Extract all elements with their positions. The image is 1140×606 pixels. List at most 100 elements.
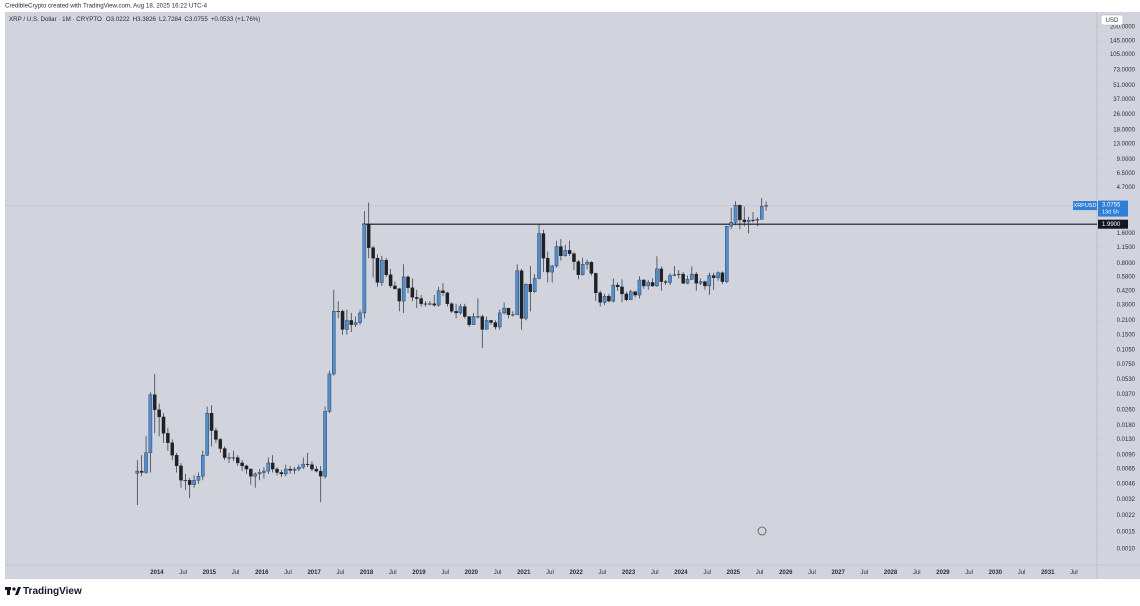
candle-body	[698, 281, 703, 284]
x-tick-label: Jul	[284, 570, 292, 576]
candle-body	[497, 312, 502, 328]
candle-body	[546, 257, 550, 273]
candle-body	[458, 306, 463, 314]
candle-body	[550, 265, 554, 273]
candle-body	[257, 472, 262, 475]
candle-body	[711, 275, 716, 278]
candle-body	[511, 314, 515, 316]
candle-body	[506, 307, 511, 315]
candle-body	[519, 270, 524, 319]
countdown: 13d 5h	[1102, 210, 1119, 216]
candle-body	[751, 219, 755, 221]
candle-body	[733, 205, 738, 223]
candle-body	[244, 465, 249, 470]
candle-body	[406, 276, 410, 288]
y-tick-label: 0.1050	[1117, 348, 1136, 354]
candle-body	[266, 462, 271, 472]
y-tick-label: 0.0065	[1117, 467, 1136, 473]
candle-body	[738, 205, 742, 221]
ohlc-value: 3.0222	[111, 16, 130, 23]
ohlc-prefix: C	[184, 16, 189, 23]
reset-icon[interactable]	[757, 526, 767, 536]
candle-body	[746, 219, 751, 223]
candle-body	[502, 307, 506, 314]
candle-body	[336, 311, 340, 313]
plot-area	[5, 198, 1097, 506]
candle-body	[262, 470, 266, 473]
candle-body	[305, 463, 310, 465]
candle-body	[231, 457, 236, 459]
x-tick-label: Jul	[703, 570, 711, 576]
candle-body	[642, 279, 646, 287]
candle-body	[275, 468, 279, 473]
x-tick-label: 2025	[727, 570, 741, 576]
x-tick-label: Jul	[861, 570, 869, 576]
ohlc-value: 2.7284	[162, 16, 181, 23]
logo-dot	[12, 587, 16, 591]
reset-icon-circle[interactable]	[757, 526, 767, 536]
candle-body	[362, 223, 367, 314]
candle-body	[432, 303, 436, 306]
candle-body	[332, 311, 336, 375]
candle-body	[179, 465, 183, 481]
candle-body	[755, 219, 760, 221]
candle-body	[471, 316, 476, 325]
candle-body	[559, 246, 563, 257]
x-tick-label: 2031	[1041, 570, 1055, 576]
candle-body	[196, 476, 201, 481]
candle-body	[567, 250, 572, 254]
x-tick-label: Jul	[965, 570, 973, 576]
candle-body	[349, 320, 354, 325]
candle-body	[314, 468, 319, 472]
x-tick-label: Jul	[546, 570, 554, 576]
y-tick-label: 26.0000	[1113, 112, 1135, 118]
candle-body	[493, 322, 498, 328]
candle-body	[476, 316, 480, 318]
candle-body	[166, 433, 170, 444]
candle-body	[524, 283, 528, 319]
y-tick-label: 0.8000	[1117, 261, 1136, 267]
candle-body	[668, 275, 672, 283]
candle-body	[393, 285, 397, 289]
candle-body	[463, 306, 467, 317]
candle-body	[624, 293, 629, 300]
candle-body	[598, 292, 602, 303]
currency-box[interactable]	[1100, 14, 1124, 26]
symbol: XRP / U.S. Dollar · 1M · CRYPTO	[9, 16, 102, 23]
change: +0.0533 (+1.76%)	[211, 16, 261, 23]
x-tick-label: 2024	[674, 570, 688, 576]
x-tick-label: 2014	[150, 570, 164, 576]
symbol-legend: XRP / U.S. Dollar · 1M · CRYPTO O3.0222 H3…	[9, 16, 260, 23]
y-tick-label: 51.0000	[1113, 83, 1135, 89]
y-tick-label: 0.0180	[1117, 423, 1136, 429]
candle-body	[153, 394, 157, 410]
y-tick-label: 0.0010	[1117, 547, 1136, 553]
x-tick-label: 2021	[517, 570, 531, 576]
candle-body	[659, 268, 664, 282]
candle-body	[419, 298, 423, 304]
y-tick-label: 0.0260	[1117, 407, 1136, 413]
candle-body	[690, 273, 694, 280]
candle-body	[449, 303, 454, 312]
y-tick-label: 1.6000	[1117, 231, 1136, 237]
currency[interactable]: USD	[1106, 18, 1119, 24]
candle-body	[284, 468, 288, 475]
candle-body	[646, 282, 650, 287]
y-tick-label: 0.0046	[1117, 481, 1136, 487]
last-price-tag	[1098, 200, 1128, 217]
ohlc-prefix: O	[106, 16, 111, 23]
candle-body	[663, 281, 668, 283]
y-tick-label: 200.0000	[1110, 25, 1136, 31]
candle-body	[358, 312, 362, 323]
candle-body	[279, 472, 284, 475]
candle-body	[655, 268, 659, 287]
y-tick-label: 4.7000	[1117, 185, 1136, 191]
candle-body	[537, 233, 541, 279]
y-tick-label: 0.0750	[1117, 362, 1136, 368]
candle-body	[380, 259, 384, 283]
candle-body	[554, 246, 559, 267]
candle-body	[240, 462, 244, 467]
candle-body	[681, 273, 685, 284]
brand: TradingView	[23, 586, 82, 597]
